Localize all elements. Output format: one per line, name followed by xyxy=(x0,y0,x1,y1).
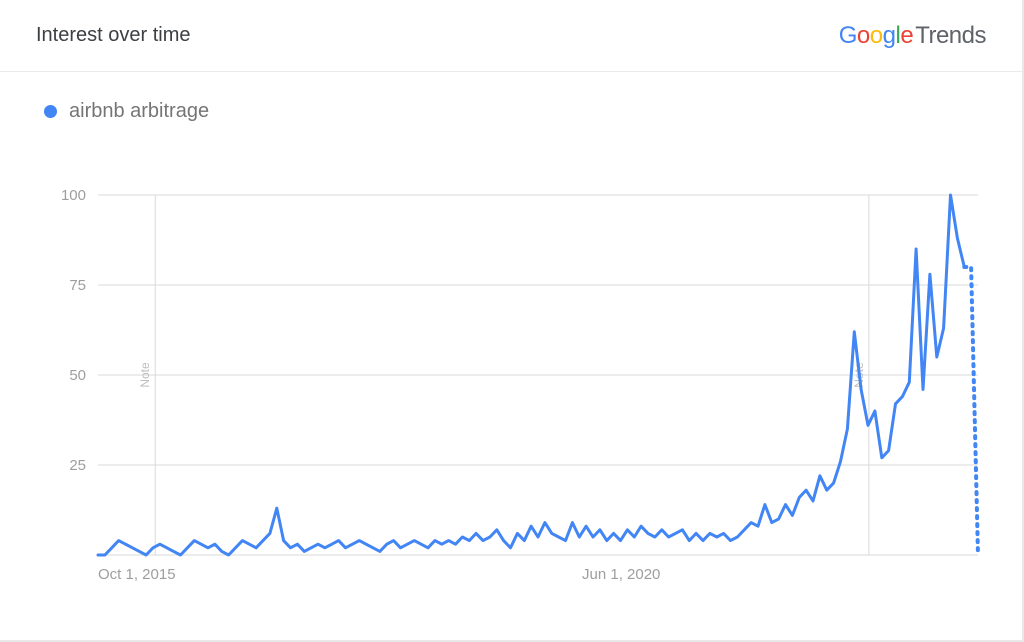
trends-card: Interest over time Google Trends airbnb … xyxy=(0,0,1024,642)
logo-letter-G: G xyxy=(839,22,857,50)
interest-line-chart: 255075100NoteNoteOct 1, 2015Jun 1, 2020 xyxy=(36,185,986,622)
x-tick-label: Oct 1, 2015 xyxy=(98,566,176,583)
y-tick-label: 75 xyxy=(69,277,86,294)
series-line-dotted xyxy=(964,267,978,555)
google-trends-logo: Google Trends xyxy=(839,22,986,50)
legend-series-label: airbnb arbitrage xyxy=(69,100,209,123)
x-tick-label: Jun 1, 2020 xyxy=(582,566,660,583)
logo-letter-o2: o xyxy=(870,22,883,50)
y-tick-label: 25 xyxy=(69,457,86,474)
card-header: Interest over time Google Trends xyxy=(0,0,1022,72)
note-label: Note xyxy=(138,362,152,388)
logo-letter-g: g xyxy=(883,22,896,50)
card-title: Interest over time xyxy=(36,24,191,47)
chart-legend: airbnb arbitrage xyxy=(0,72,1022,133)
logo-letter-e: e xyxy=(900,22,913,50)
logo-letter-o1: o xyxy=(857,22,870,50)
chart-container: 255075100NoteNoteOct 1, 2015Jun 1, 2020 xyxy=(36,185,986,622)
y-tick-label: 50 xyxy=(69,367,86,384)
y-tick-label: 100 xyxy=(61,187,86,204)
logo-trends-word: Trends xyxy=(915,22,986,50)
legend-color-dot xyxy=(44,105,57,118)
